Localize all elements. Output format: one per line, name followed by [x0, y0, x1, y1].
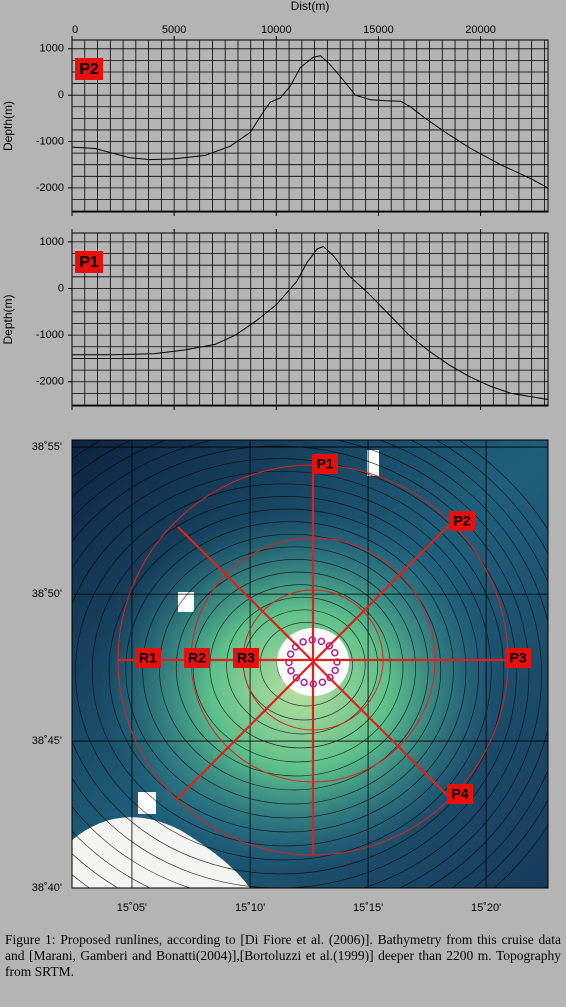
x-tick-label: 5000 — [162, 24, 186, 36]
island-marker — [331, 666, 339, 675]
plot-frame — [71, 39, 549, 213]
map-y-label: 38˚50' — [32, 588, 62, 600]
island-marker — [325, 642, 334, 650]
map-label: P2 — [453, 513, 470, 529]
contour — [259, 622, 353, 707]
map-y-label: 38˚45' — [32, 735, 62, 747]
y-axis-label: Depth(m) — [1, 294, 15, 344]
land-patch — [178, 592, 194, 612]
x-tick-label: 0 — [72, 24, 78, 36]
x-tick-label: 10000 — [261, 24, 292, 36]
map-label: R1 — [139, 650, 157, 666]
contour — [72, 470, 505, 875]
contour — [75, 483, 492, 861]
panel-label: P1 — [79, 254, 99, 271]
profile-line — [72, 245, 549, 400]
map-x-label: 15˚15' — [353, 902, 383, 914]
island-marker — [292, 674, 301, 682]
map-y-label: 38˚40' — [32, 882, 62, 894]
y-tick-label: -2000 — [36, 182, 64, 194]
contour — [125, 521, 454, 819]
plot-frame — [71, 232, 549, 407]
map-label: P1 — [316, 456, 333, 472]
map-label-box — [505, 648, 531, 668]
x-tick-label: 20000 — [465, 24, 496, 36]
map-x-label: 15˚10' — [235, 902, 265, 914]
panel-label-box — [75, 251, 103, 273]
island-marker — [326, 673, 334, 682]
island-marker — [317, 637, 326, 646]
profile-line — [71, 55, 549, 189]
map-label-box — [184, 648, 210, 668]
map-label-box — [312, 454, 338, 474]
land-patch — [138, 792, 156, 814]
y-tick-label: 1000 — [40, 236, 64, 248]
y-tick-label: -1000 — [36, 329, 64, 341]
map-label: R3 — [237, 650, 255, 666]
map-label: R2 — [188, 650, 206, 666]
map-frame — [71, 439, 549, 889]
land-patch — [72, 817, 250, 888]
map-label-box — [233, 648, 259, 668]
y-tick-label: 1000 — [40, 43, 64, 55]
x-tick-label: 15000 — [363, 24, 394, 36]
map-y-label: 38˚55' — [32, 441, 62, 453]
panel-label: P2 — [79, 61, 99, 78]
island-marker — [299, 638, 307, 646]
island-marker — [318, 678, 327, 687]
contour — [72, 445, 530, 888]
caption: Figure 1: Proposed runlines, according t… — [5, 932, 561, 979]
island-marker — [331, 649, 339, 657]
y-tick-label: -1000 — [36, 135, 64, 147]
island-marker — [287, 667, 295, 675]
map-label-box — [447, 784, 473, 804]
contour — [142, 533, 442, 805]
map-label: P4 — [451, 786, 468, 802]
y-tick-label: 0 — [58, 89, 64, 101]
map-x-label: 15˚20' — [471, 902, 501, 914]
x-axis-label: Dist(m) — [291, 0, 330, 13]
contour — [159, 546, 429, 791]
map-label-box — [135, 648, 161, 668]
contour — [72, 440, 542, 888]
contour — [91, 496, 479, 847]
contour — [108, 508, 467, 833]
map-label: P3 — [509, 650, 526, 666]
map-x-label: 15˚05' — [117, 902, 147, 914]
contour — [226, 596, 379, 735]
contour — [175, 559, 416, 777]
panel-label-box — [75, 58, 103, 80]
y-tick-label: 0 — [58, 282, 64, 294]
island-marker — [286, 650, 295, 658]
island-marker — [300, 678, 308, 687]
y-axis-label: Depth(m) — [1, 101, 15, 151]
map — [72, 440, 548, 888]
map-label-box — [449, 511, 475, 531]
runline — [177, 526, 449, 797]
y-tick-label: -2000 — [36, 376, 64, 388]
